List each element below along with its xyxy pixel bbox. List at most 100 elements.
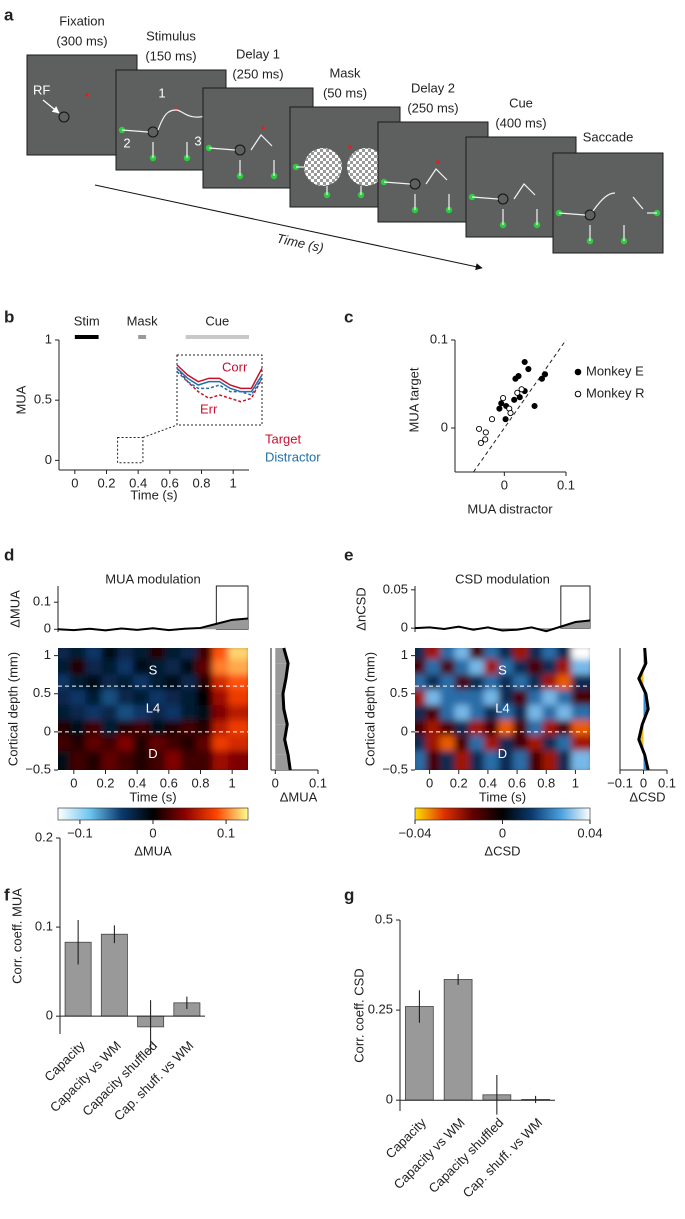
profile-line bbox=[281, 647, 292, 771]
receptive-field bbox=[584, 209, 596, 221]
axis-label: MUA bbox=[13, 385, 28, 414]
mask-patch bbox=[304, 148, 342, 186]
scatter-point bbox=[525, 365, 532, 373]
y-tick-label: 1 bbox=[401, 647, 408, 662]
x-tick-label: 0.6 bbox=[161, 475, 179, 490]
colorbar bbox=[414, 807, 591, 821]
legend-entry: Monkey R bbox=[586, 385, 645, 400]
scatter-point bbox=[496, 405, 503, 412]
scatter-point bbox=[531, 402, 538, 410]
panel-label: d bbox=[4, 545, 14, 564]
legend-marker bbox=[574, 390, 582, 398]
x-tick-label: 0 bbox=[70, 775, 77, 790]
axis-label: Corr. coeff. CSD bbox=[351, 968, 366, 1062]
y-tick-label: 0.5 bbox=[34, 392, 52, 407]
profile-area bbox=[275, 663, 289, 679]
profile-area bbox=[275, 754, 291, 770]
fixation-point bbox=[436, 160, 440, 164]
trace-line bbox=[57, 617, 249, 632]
panel-label: a bbox=[4, 5, 14, 24]
screen-name: Stimulus bbox=[146, 28, 196, 43]
screen-duration: (150 ms) bbox=[145, 48, 196, 63]
fixation-point bbox=[85, 93, 89, 97]
receptive-field bbox=[147, 126, 159, 138]
colorbar bbox=[57, 807, 249, 821]
screen-name: Delay 1 bbox=[236, 46, 280, 61]
item-number: 1 bbox=[158, 85, 165, 100]
layer-label: L4 bbox=[495, 700, 509, 715]
receptive-field bbox=[234, 144, 246, 156]
saccade-target bbox=[445, 206, 453, 214]
screen-duration: (250 ms) bbox=[407, 100, 458, 115]
heatmap-cell bbox=[571, 750, 590, 770]
colorbar-label: ΔMUA bbox=[134, 843, 172, 858]
screen-duration: (50 ms) bbox=[323, 85, 367, 100]
chart-title: MUA modulation bbox=[105, 571, 200, 586]
x-tick-label: 0.8 bbox=[191, 775, 209, 790]
scatter-point bbox=[507, 409, 514, 417]
time-label: Time (s) bbox=[275, 231, 325, 256]
x-tick-label: 0.1 bbox=[658, 775, 676, 790]
saccade-target bbox=[270, 172, 278, 180]
panel-label: e bbox=[344, 545, 353, 564]
rf-label: RF bbox=[33, 82, 50, 97]
chart-title: CSD modulation bbox=[455, 571, 550, 586]
screen-name: Mask bbox=[329, 65, 361, 80]
scatter-point bbox=[541, 371, 549, 378]
condition-label: Err bbox=[200, 401, 218, 416]
x-tick-label: 0 bbox=[640, 775, 647, 790]
screen-name: Fixation bbox=[59, 13, 105, 28]
x-axis-label: Time (s) bbox=[129, 789, 176, 804]
colorbar-label: ΔCSD bbox=[484, 843, 520, 858]
x-tick-label: 0.1 bbox=[309, 775, 327, 790]
y-tick-label: 0 bbox=[386, 1092, 393, 1107]
stimulus-line bbox=[513, 183, 536, 200]
legend-entry: Distractor bbox=[265, 449, 321, 464]
x-tick-label: 0 bbox=[71, 475, 78, 490]
axis-label: MUA target bbox=[406, 367, 421, 432]
x-tick-label: 0.4 bbox=[128, 775, 146, 790]
x-tick-label: 0.4 bbox=[129, 475, 147, 490]
saccade-target bbox=[149, 154, 157, 162]
x-tick-label: −0.04 bbox=[399, 825, 432, 840]
saccade-target bbox=[586, 237, 594, 245]
x-tick-label: 0 bbox=[501, 477, 508, 492]
y-tick-label: 0.5 bbox=[33, 685, 51, 700]
receptive-field bbox=[497, 193, 509, 205]
y-tick-label: 0.1 bbox=[430, 331, 448, 346]
screen-duration: (300 ms) bbox=[56, 33, 107, 48]
y-tick-label: 0 bbox=[401, 620, 408, 635]
trace-area bbox=[415, 620, 590, 632]
y-tick-label: 0.5 bbox=[375, 911, 393, 926]
zoom-connector bbox=[142, 424, 178, 438]
scatter-point bbox=[498, 400, 505, 407]
y-tick-label: 0 bbox=[44, 723, 51, 738]
screen-duration: (250 ms) bbox=[232, 66, 283, 81]
x-tick-label: 0.04 bbox=[577, 825, 602, 840]
fixation-point bbox=[261, 126, 265, 130]
epoch-label: Stim bbox=[74, 313, 100, 328]
y-tick-label: 1 bbox=[45, 331, 52, 346]
saccade-target bbox=[499, 221, 507, 229]
x-tick-label: −0.1 bbox=[67, 825, 93, 840]
scatter-point bbox=[500, 395, 507, 402]
layer-label: D bbox=[498, 746, 507, 761]
correct-trial-line bbox=[176, 364, 263, 390]
trace-line bbox=[414, 619, 591, 633]
scatter-point bbox=[488, 416, 496, 423]
stimulus-line bbox=[250, 134, 273, 151]
x-tick-label: 0.8 bbox=[192, 475, 210, 490]
x-tick-label: 0.6 bbox=[508, 775, 526, 790]
x-tick-label: 0 bbox=[272, 775, 279, 790]
bar bbox=[443, 979, 473, 1101]
x-tick-label: 0 bbox=[499, 825, 506, 840]
y-tick-label: −0.5 bbox=[25, 761, 51, 776]
x-axis-label: ΔCSD bbox=[629, 789, 665, 804]
bar bbox=[100, 933, 128, 1017]
x-tick-label: 1 bbox=[572, 775, 579, 790]
scatter-point bbox=[518, 386, 525, 393]
panel-label: f bbox=[4, 885, 10, 904]
y-tick-label: 0 bbox=[46, 1008, 53, 1023]
saccade-target bbox=[323, 191, 331, 199]
y-tick-label: 1 bbox=[44, 647, 51, 662]
